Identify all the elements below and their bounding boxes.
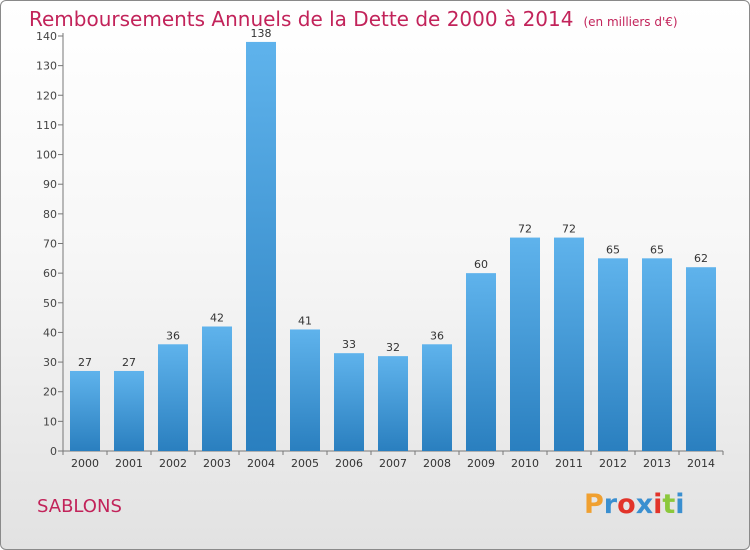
chart-title-block: Remboursements Annuels de la Dette de 20…: [29, 7, 678, 31]
bar-value-label: 60: [474, 258, 488, 271]
x-tick-label: 2010: [511, 457, 539, 470]
bar: [158, 344, 188, 451]
x-tick-label: 2002: [159, 457, 187, 470]
commune-name: SABLONS: [37, 496, 122, 517]
y-tick-label: 140: [36, 30, 57, 43]
bar: [70, 370, 100, 451]
bar-value-label: 138: [251, 27, 272, 40]
unit-note: (en milliers d'€): [583, 15, 678, 29]
y-tick-label: 100: [36, 149, 57, 162]
bar: [598, 258, 628, 451]
bar-value-label: 72: [518, 223, 532, 236]
bar: [378, 356, 408, 451]
x-tick-label: 2001: [115, 457, 143, 470]
x-tick-label: 2003: [203, 457, 231, 470]
y-tick-label: 30: [43, 356, 57, 369]
logo-letter: r: [603, 489, 618, 520]
x-tick-label: 2007: [379, 457, 407, 470]
x-tick-label: 2012: [599, 457, 627, 470]
logo-letter: o: [617, 489, 636, 520]
x-tick-label: 2009: [467, 457, 495, 470]
bar-value-label: 65: [650, 243, 664, 256]
y-tick-label: 60: [43, 267, 57, 280]
bar: [290, 329, 320, 451]
x-tick-label: 2008: [423, 457, 451, 470]
x-tick-label: 2011: [555, 457, 583, 470]
x-tick-label: 2005: [291, 457, 319, 470]
x-tick-label: 2013: [643, 457, 671, 470]
y-tick-label: 80: [43, 208, 57, 221]
logo-letter: x: [635, 489, 654, 520]
bar: [686, 267, 716, 451]
y-tick-label: 130: [36, 60, 57, 73]
bar-value-label: 36: [430, 329, 444, 342]
y-tick-label: 110: [36, 119, 57, 132]
bar-value-label: 33: [342, 338, 356, 351]
chart-title: Remboursements Annuels de la Dette de 20…: [29, 7, 574, 31]
logo-letter: P: [584, 489, 604, 520]
bar: [466, 273, 496, 451]
y-tick-label: 0: [50, 445, 57, 458]
bar-value-label: 72: [562, 223, 576, 236]
y-tick-label: 90: [43, 178, 57, 191]
bar-value-label: 41: [298, 314, 312, 327]
bar-value-label: 36: [166, 329, 180, 342]
y-tick-label: 50: [43, 297, 57, 310]
logo-letter: i: [653, 489, 663, 520]
y-tick-label: 40: [43, 326, 57, 339]
x-tick-label: 2014: [687, 457, 715, 470]
bar-value-label: 27: [122, 356, 136, 369]
x-tick-label: 2004: [247, 457, 275, 470]
bar: [554, 237, 584, 451]
bar-value-label: 65: [606, 243, 620, 256]
bar-value-label: 27: [78, 356, 92, 369]
bar: [334, 353, 364, 451]
x-tick-label: 2000: [71, 457, 99, 470]
y-tick-label: 70: [43, 238, 57, 251]
proxiti-logo: Proxiti: [584, 489, 685, 520]
bar: [642, 258, 672, 451]
y-tick-label: 10: [43, 415, 57, 428]
y-tick-label: 120: [36, 89, 57, 102]
bar: [246, 41, 276, 452]
bar-value-label: 42: [210, 312, 224, 325]
logo-letter: t: [662, 489, 676, 520]
bar: [114, 370, 144, 451]
x-tick-label: 2006: [335, 457, 363, 470]
bar: [202, 326, 232, 451]
bar-value-label: 62: [694, 252, 708, 265]
bar: [510, 237, 540, 451]
y-tick-label: 20: [43, 386, 57, 399]
bar: [422, 344, 452, 451]
logo-letter: i: [675, 489, 685, 520]
bar-value-label: 32: [386, 341, 400, 354]
